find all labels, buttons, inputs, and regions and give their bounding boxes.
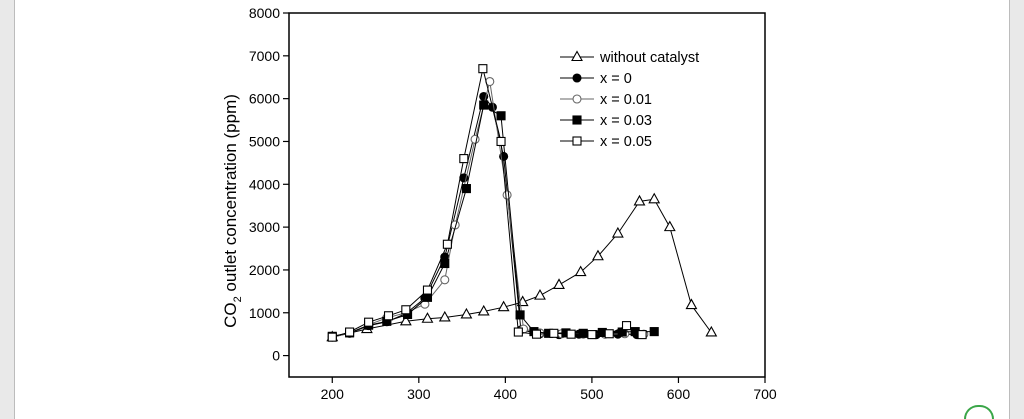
legend-label: x = 0.01 [600, 92, 652, 108]
y-axis-label-rest: outlet concentration (ppm) [221, 94, 240, 296]
legend-marker [572, 73, 582, 83]
data-point-series-4 [587, 330, 597, 340]
data-point-series-4 [364, 317, 374, 327]
x-tick-label: 300 [407, 386, 431, 402]
data-point-series-2 [470, 134, 480, 144]
data-point-series-4 [478, 64, 488, 74]
y-tick-label: 5000 [249, 133, 280, 149]
data-point-series-4 [637, 330, 647, 340]
data-point-series-0 [460, 307, 473, 319]
y-tick-label: 6000 [249, 91, 280, 107]
data-point-series-3 [461, 184, 471, 194]
data-point-series-4 [513, 327, 523, 337]
data-point-series-3 [515, 310, 525, 320]
series-line-2 [332, 81, 644, 338]
data-point-series-3 [479, 100, 489, 110]
data-point-series-3 [496, 111, 506, 121]
data-point-series-4 [496, 136, 506, 147]
y-tick-label: 7000 [249, 48, 280, 64]
data-point-series-4 [383, 311, 394, 321]
data-point-series-3 [649, 327, 659, 337]
data-point-series-0 [497, 300, 510, 312]
data-point-series-0 [663, 220, 676, 232]
data-point-series-0 [438, 310, 451, 322]
data-point-series-4 [549, 328, 559, 338]
data-point-series-4 [604, 329, 614, 339]
data-point-series-2 [502, 190, 512, 200]
data-point-series-0 [648, 192, 661, 204]
data-point-series-0 [611, 226, 624, 238]
legend-label: x = 0.05 [600, 134, 652, 150]
figure-canvas [15, 0, 1009, 419]
legend-label: x = 0 [600, 71, 632, 87]
legend-marker [572, 94, 582, 104]
data-point-series-4 [621, 321, 632, 331]
data-point-series-0 [534, 289, 546, 300]
data-point-series-0 [553, 278, 565, 289]
legend-label: without catalyst [599, 50, 699, 66]
y-tick-label: 1000 [249, 305, 280, 321]
data-point-series-4 [422, 285, 433, 295]
data-point-series-4 [327, 332, 337, 342]
x-tick-label: 600 [667, 386, 691, 402]
data-point-series-4 [442, 239, 452, 249]
data-point-series-0 [399, 314, 412, 326]
legend-label: x = 0.03 [600, 113, 652, 129]
data-point-series-4 [566, 329, 576, 339]
y-tick-label: 0 [272, 348, 280, 364]
y-tick-label: 8000 [249, 5, 280, 21]
data-point-series-0 [421, 312, 434, 323]
data-point-series-3 [440, 258, 450, 269]
x-tick-label: 500 [580, 386, 604, 402]
y-tick-label: 3000 [249, 219, 280, 235]
data-point-series-0 [574, 265, 587, 277]
y-tick-label: 4000 [249, 176, 280, 192]
y-axis-label-main: CO [221, 302, 240, 328]
data-point-series-0 [705, 325, 718, 337]
data-point-series-0 [592, 249, 604, 261]
y-axis-label-subscript: 2 [232, 296, 244, 302]
legend-marker [572, 115, 582, 125]
data-point-series-2 [440, 275, 450, 285]
window-right-edge [1009, 0, 1024, 419]
series-line-1 [332, 95, 637, 338]
data-point-series-4 [345, 327, 355, 337]
data-point-series-0 [633, 194, 646, 206]
data-point-series-0 [477, 304, 490, 316]
data-point-series-4 [459, 154, 469, 164]
data-point-series-3 [578, 328, 588, 338]
data-point-series-0 [685, 298, 698, 310]
x-tick-label: 700 [753, 386, 777, 402]
y-axis-label: CO2 outlet concentration (ppm) [221, 94, 244, 328]
legend-marker [572, 136, 582, 146]
legend-marker [571, 50, 583, 62]
data-point-series-4 [531, 329, 542, 339]
data-point-series-4 [401, 305, 411, 315]
window-left-edge [0, 0, 15, 419]
x-tick-label: 400 [494, 386, 518, 402]
x-tick-label: 200 [321, 386, 345, 402]
plot-frame [288, 12, 766, 378]
y-tick-label: 2000 [249, 262, 280, 278]
